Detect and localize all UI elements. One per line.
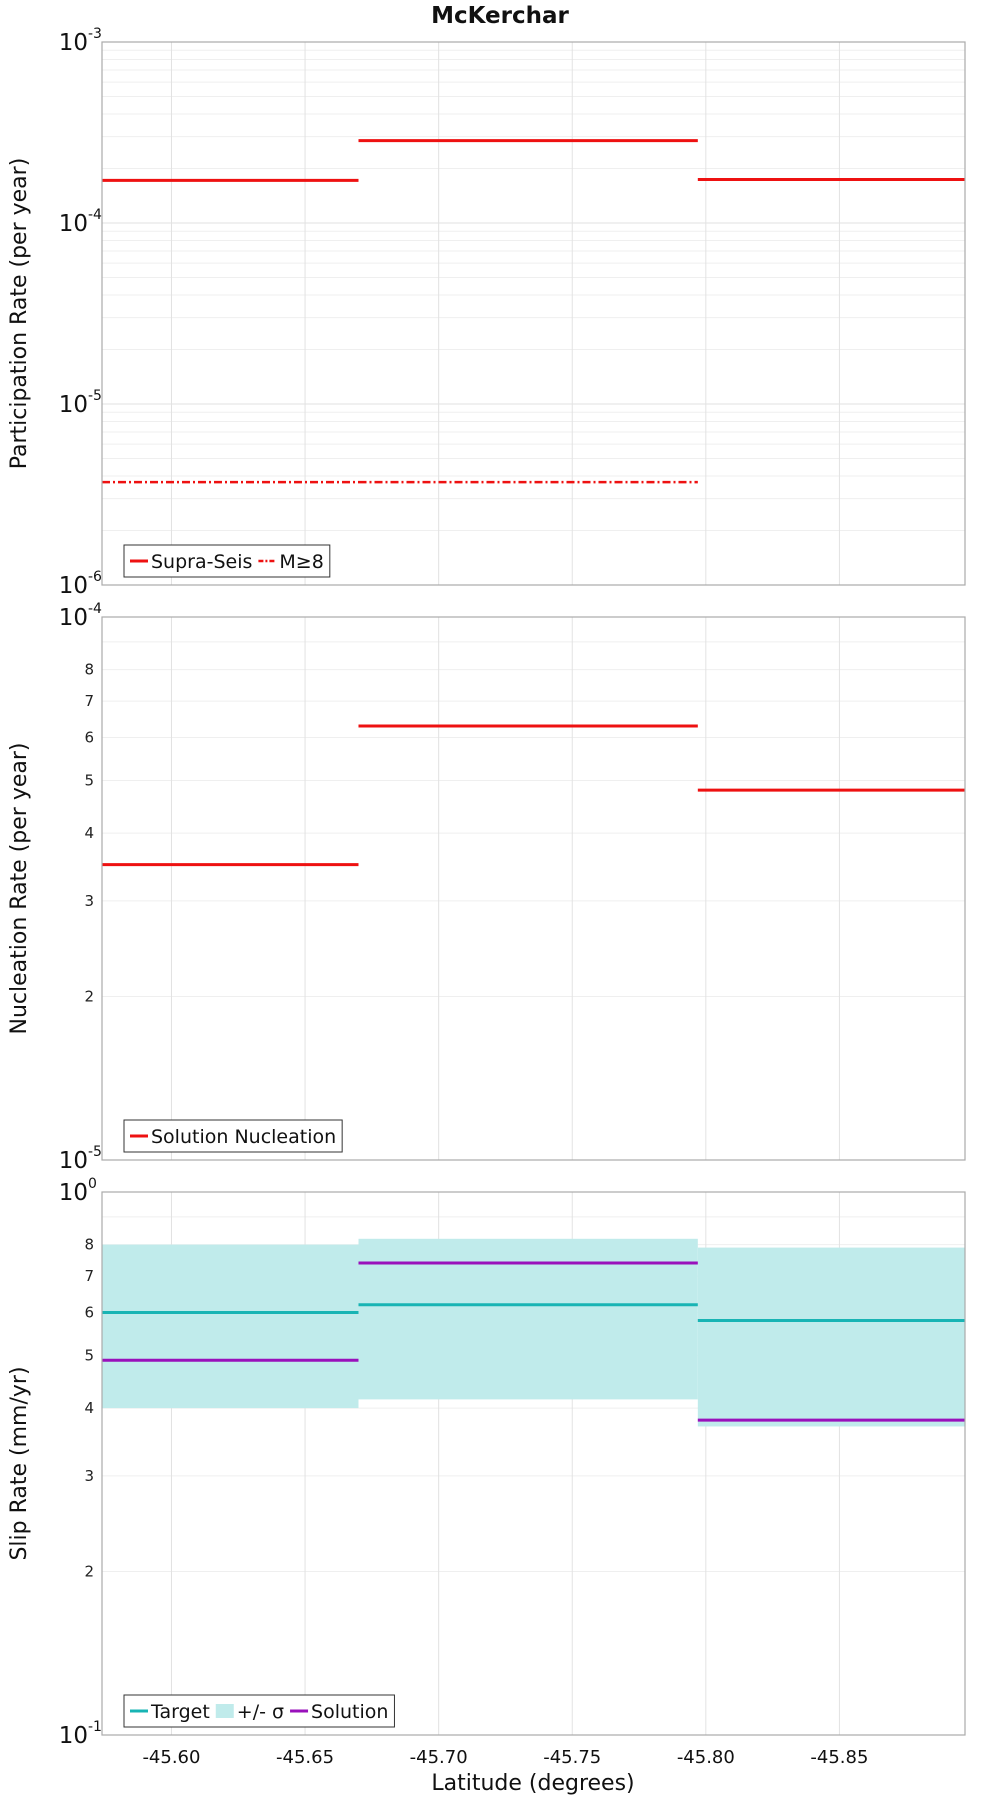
legend-label-solution: Solution <box>311 1701 388 1723</box>
y-axis-label: Participation Rate (per year) <box>7 158 32 470</box>
plot-frame <box>101 616 966 1161</box>
y-tick-exponent: -1 <box>88 1719 102 1735</box>
y-tick-exponent: -3 <box>88 26 102 42</box>
y-minor-tick-label: 2 <box>84 988 94 1006</box>
legend: Target +/- σ Solution <box>123 1694 395 1728</box>
y-tick-exponent: -5 <box>88 388 102 404</box>
legend-label-target: Target <box>150 1701 210 1723</box>
x-axis-label: Latitude (degrees) <box>431 1771 634 1796</box>
legend-label-sigma: +/- σ <box>237 1701 284 1723</box>
x-tick-label: -45.80 <box>677 1747 735 1768</box>
legend-label-solution-nucleation: Solution Nucleation <box>151 1126 336 1148</box>
figure-title: McKerchar <box>431 3 569 29</box>
y-tick-exponent: -4 <box>88 207 102 223</box>
y-minor-tick-label: 5 <box>84 771 94 789</box>
y-tick-label: 10 <box>59 392 88 418</box>
y-tick-exponent: -4 <box>88 601 102 617</box>
y-minor-tick-label: 3 <box>84 892 94 910</box>
legend: Solution Nucleation <box>123 1119 343 1153</box>
x-tick-label: -45.65 <box>276 1747 334 1768</box>
y-minor-tick-label: 7 <box>84 1267 94 1285</box>
legend-label-supra-seis: Supra-Seis <box>151 551 252 573</box>
y-minor-tick-label: 5 <box>84 1346 94 1364</box>
x-tick-label: -45.85 <box>810 1747 868 1768</box>
plot-frame <box>101 1191 966 1736</box>
y-minor-tick-label: 8 <box>84 661 94 679</box>
y-tick-label: 10 <box>59 605 88 631</box>
legend-swatch-sigma <box>215 1704 234 1718</box>
legend-label-m-8: M≥8 <box>279 551 323 573</box>
y-minor-tick-label: 7 <box>84 692 94 710</box>
sigma-band <box>102 1244 359 1409</box>
y-minor-tick-label: 3 <box>84 1467 94 1485</box>
y-tick-label: 10 <box>59 1148 88 1174</box>
y-minor-tick-label: 6 <box>84 1303 94 1321</box>
y-tick-exponent: 0 <box>88 1176 97 1192</box>
y-minor-tick-label: 8 <box>84 1236 94 1254</box>
y-minor-tick-label: 4 <box>84 1399 94 1417</box>
y-tick-label: 10 <box>59 1180 88 1206</box>
x-tick-label: -45.60 <box>142 1747 200 1768</box>
y-axis-label: Nucleation Rate (per year) <box>7 743 32 1035</box>
y-tick-exponent: -6 <box>88 569 102 585</box>
y-tick-label: 10 <box>59 1723 88 1749</box>
sigma-band <box>697 1247 965 1427</box>
plot-frame <box>101 41 966 586</box>
legend: Supra-Seis M≥8 <box>123 544 331 578</box>
y-minor-tick-label: 6 <box>84 728 94 746</box>
x-tick-label: -45.75 <box>543 1747 601 1768</box>
x-tick-label: -45.70 <box>410 1747 468 1768</box>
y-tick-label: 10 <box>59 30 88 56</box>
legend-box <box>123 1119 343 1153</box>
legend-box <box>123 544 331 578</box>
y-minor-tick-label: 4 <box>84 824 94 842</box>
y-minor-tick-label: 2 <box>84 1563 94 1581</box>
sigma-band <box>358 1238 698 1400</box>
y-tick-label: 10 <box>59 211 88 237</box>
y-tick-label: 10 <box>59 573 88 599</box>
legend-box <box>123 1694 395 1728</box>
y-axis-label: Slip Rate (mm/yr) <box>7 1366 32 1560</box>
y-tick-exponent: -5 <box>88 1144 102 1160</box>
